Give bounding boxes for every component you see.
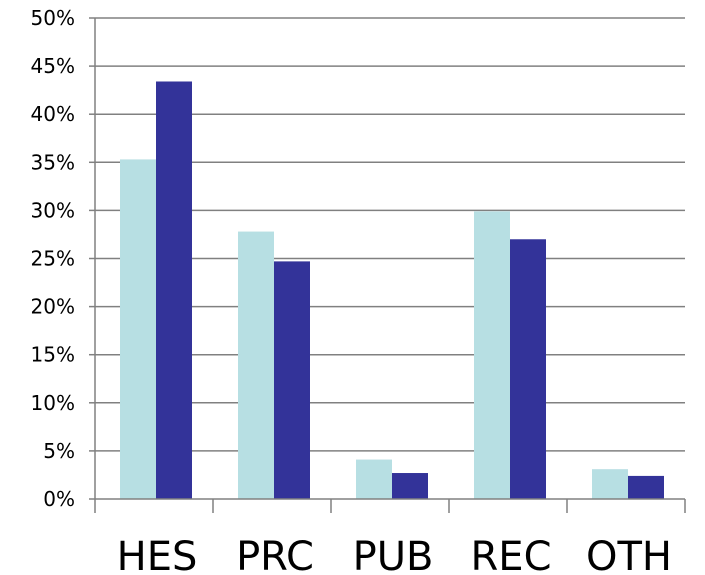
x-category-label: PRC — [236, 534, 314, 575]
bar-rec-series-1 — [474, 211, 510, 499]
y-tick-label: 0% — [43, 487, 75, 511]
bar-prc-series-1 — [238, 231, 274, 499]
axes — [89, 17, 686, 513]
y-tick-label: 45% — [31, 54, 75, 78]
labels: 0% 5% 10% 15% 20% 25% 30% 35% 40% 45% 50% HES PRC PUB… — [31, 6, 672, 575]
x-category-label: REC — [471, 534, 552, 575]
x-category-label: HES — [117, 534, 198, 575]
bars — [120, 81, 664, 499]
y-tick-label: 30% — [31, 198, 75, 222]
x-category-label: PUB — [353, 534, 434, 575]
y-tick-label: 50% — [31, 6, 75, 30]
y-tick-label: 35% — [31, 150, 75, 174]
bar-oth-series-2 — [628, 475, 664, 499]
bar-hes-series-2 — [156, 81, 192, 499]
y-tick-label: 10% — [31, 391, 75, 415]
y-tick-label: 25% — [31, 247, 75, 271]
y-tick-label: 40% — [31, 102, 75, 126]
bar-pub-series-2 — [392, 473, 428, 499]
bar-prc-series-2 — [274, 261, 310, 499]
gridlines — [95, 17, 685, 452]
bar-pub-series-1 — [356, 459, 392, 499]
y-tick-label: 15% — [31, 343, 75, 367]
bar-oth-series-1 — [592, 469, 628, 499]
bar-hes-series-1 — [120, 159, 156, 499]
y-tick-label: 5% — [43, 439, 75, 463]
y-tick-label: 20% — [31, 295, 75, 319]
bar-rec-series-2 — [510, 239, 546, 499]
x-category-label: OTH — [586, 534, 672, 575]
